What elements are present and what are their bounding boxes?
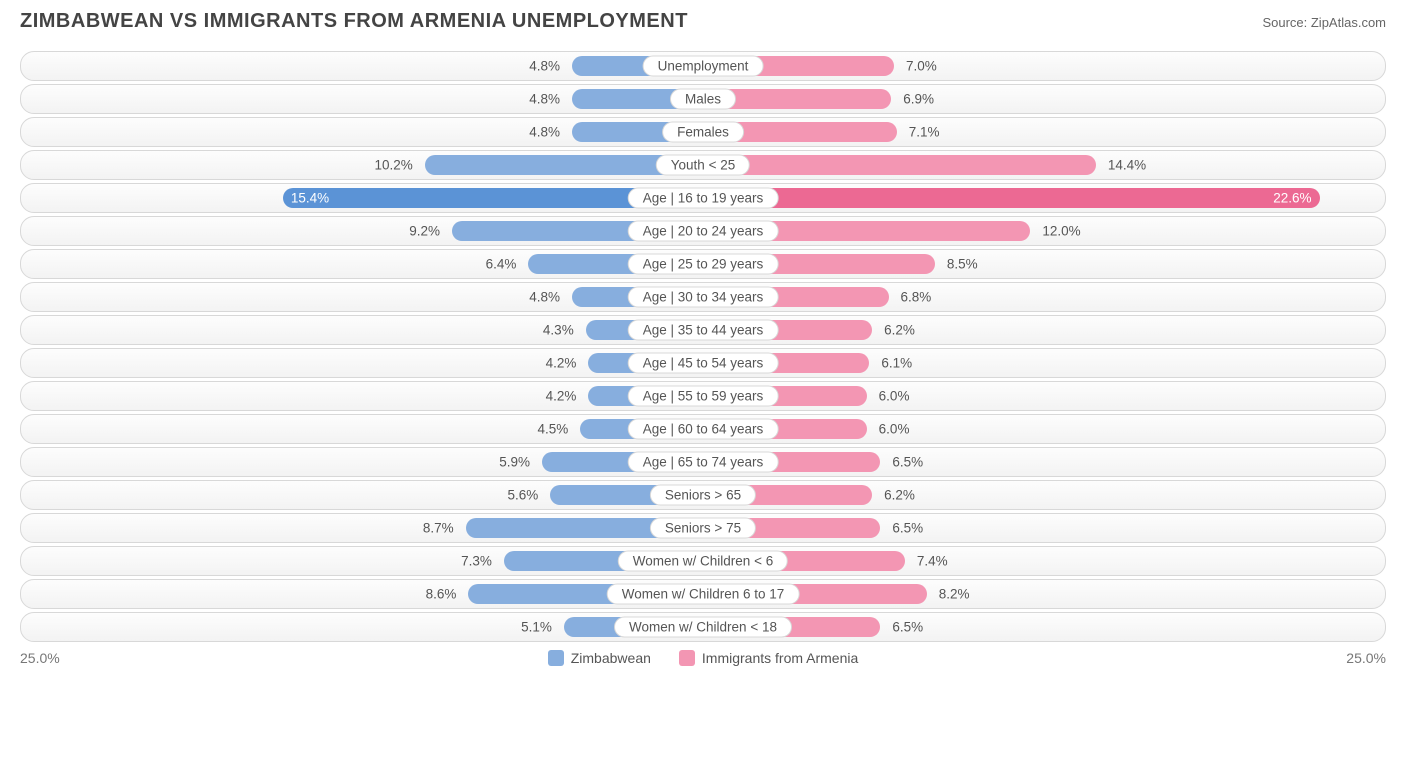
value-right: 6.0%	[873, 422, 910, 437]
value-right: 6.5%	[886, 455, 923, 470]
category-label: Age | 30 to 34 years	[628, 287, 779, 308]
bar-right	[703, 155, 1096, 175]
value-right: 6.2%	[878, 488, 915, 503]
chart-row: 4.8% 6.9% Males	[20, 84, 1386, 114]
value-left: 10.2%	[374, 158, 418, 173]
category-label: Women w/ Children 6 to 17	[607, 584, 800, 605]
value-left: 6.4%	[486, 257, 523, 272]
chart-rows: 4.8% 7.0% Unemployment 4.8% 6.9% Males 4.8% 7.1…	[20, 51, 1386, 642]
category-label: Age | 25 to 29 years	[628, 254, 779, 275]
axis-label-left: 25.0%	[20, 650, 60, 666]
chart-row: 7.3% 7.4% Women w/ Children < 6	[20, 546, 1386, 576]
value-left: 7.3%	[461, 554, 498, 569]
chart-row: 5.9% 6.5% Age | 65 to 74 years	[20, 447, 1386, 477]
category-label: Age | 65 to 74 years	[628, 452, 779, 473]
category-label: Seniors > 75	[650, 518, 756, 539]
chart-row: 6.4% 8.5% Age | 25 to 29 years	[20, 249, 1386, 279]
value-right: 8.5%	[941, 257, 978, 272]
chart-source: Source: ZipAtlas.com	[1262, 15, 1386, 30]
value-left: 4.8%	[529, 59, 566, 74]
chart-row: 8.7% 6.5% Seniors > 75	[20, 513, 1386, 543]
chart-row: 4.8% 7.0% Unemployment	[20, 51, 1386, 81]
value-left: 9.2%	[409, 224, 446, 239]
value-left: 4.8%	[529, 290, 566, 305]
category-label: Seniors > 65	[650, 485, 756, 506]
category-label: Females	[662, 122, 744, 143]
axis-label-right: 25.0%	[1346, 650, 1386, 666]
value-left: 4.5%	[537, 422, 574, 437]
category-label: Age | 55 to 59 years	[628, 386, 779, 407]
value-right: 7.0%	[900, 59, 937, 74]
legend-item-left: Zimbabwean	[548, 650, 651, 666]
value-right: 6.1%	[875, 356, 912, 371]
category-label: Males	[670, 89, 736, 110]
value-left: 4.2%	[546, 356, 583, 371]
value-right: 12.0%	[1036, 224, 1080, 239]
value-left: 8.6%	[426, 587, 463, 602]
chart-row: 4.3% 6.2% Age | 35 to 44 years	[20, 315, 1386, 345]
value-left: 4.3%	[543, 323, 580, 338]
value-left: 8.7%	[423, 521, 460, 536]
category-label: Age | 35 to 44 years	[628, 320, 779, 341]
category-label: Women w/ Children < 6	[618, 551, 788, 572]
chart-row: 10.2% 14.4% Youth < 25	[20, 150, 1386, 180]
value-right: 6.5%	[886, 620, 923, 635]
value-right: 6.8%	[895, 290, 932, 305]
chart-row: 5.6% 6.2% Seniors > 65	[20, 480, 1386, 510]
chart-footer: 25.0% Zimbabwean Immigrants from Armenia…	[20, 650, 1386, 666]
category-label: Women w/ Children < 18	[614, 617, 792, 638]
category-label: Unemployment	[643, 56, 764, 77]
value-right: 6.2%	[878, 323, 915, 338]
bar-right: 22.6%	[703, 188, 1320, 208]
value-left: 4.2%	[546, 389, 583, 404]
legend-item-right: Immigrants from Armenia	[679, 650, 858, 666]
value-right: 6.0%	[873, 389, 910, 404]
category-label: Age | 45 to 54 years	[628, 353, 779, 374]
value-right: 7.4%	[911, 554, 948, 569]
value-left: 4.8%	[529, 92, 566, 107]
legend-swatch-left	[548, 650, 564, 666]
chart-row: 9.2% 12.0% Age | 20 to 24 years	[20, 216, 1386, 246]
category-label: Age | 16 to 19 years	[628, 188, 779, 209]
chart-row: 5.1% 6.5% Women w/ Children < 18	[20, 612, 1386, 642]
chart-row: 4.5% 6.0% Age | 60 to 64 years	[20, 414, 1386, 444]
legend-label-left: Zimbabwean	[571, 650, 651, 666]
value-right: 7.1%	[903, 125, 940, 140]
value-right: 22.6%	[1273, 191, 1311, 206]
value-left: 4.8%	[529, 125, 566, 140]
chart-row: 8.6% 8.2% Women w/ Children 6 to 17	[20, 579, 1386, 609]
value-left: 5.9%	[499, 455, 536, 470]
chart-legend: Zimbabwean Immigrants from Armenia	[60, 650, 1347, 666]
chart-row: 4.8% 6.8% Age | 30 to 34 years	[20, 282, 1386, 312]
value-left: 15.4%	[291, 191, 329, 206]
value-left: 5.1%	[521, 620, 558, 635]
chart-header: ZIMBABWEAN VS IMMIGRANTS FROM ARMENIA UN…	[20, 10, 1386, 33]
value-right: 8.2%	[933, 587, 970, 602]
chart-row: 4.8% 7.1% Females	[20, 117, 1386, 147]
value-right: 6.5%	[886, 521, 923, 536]
category-label: Age | 20 to 24 years	[628, 221, 779, 242]
value-right: 14.4%	[1102, 158, 1146, 173]
value-right: 6.9%	[897, 92, 934, 107]
legend-swatch-right	[679, 650, 695, 666]
category-label: Age | 60 to 64 years	[628, 419, 779, 440]
chart-row: 4.2% 6.1% Age | 45 to 54 years	[20, 348, 1386, 378]
chart-row: 15.4% 22.6% Age | 16 to 19 years	[20, 183, 1386, 213]
chart-title: ZIMBABWEAN VS IMMIGRANTS FROM ARMENIA UN…	[20, 10, 688, 33]
value-left: 5.6%	[507, 488, 544, 503]
category-label: Youth < 25	[656, 155, 750, 176]
chart-row: 4.2% 6.0% Age | 55 to 59 years	[20, 381, 1386, 411]
legend-label-right: Immigrants from Armenia	[702, 650, 858, 666]
